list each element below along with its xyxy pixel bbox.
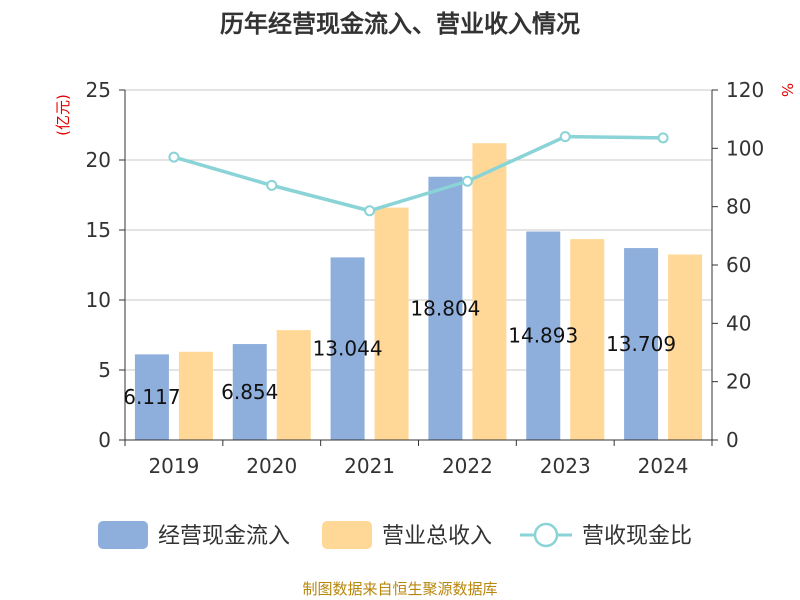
x-tick-label: 2024 — [638, 454, 689, 478]
ratio-point — [461, 175, 473, 187]
legend-label: 营收现金比 — [582, 524, 692, 549]
bar-cash-inflow — [526, 231, 561, 440]
bar-cash-inflow — [134, 354, 169, 440]
ratio-line — [173, 134, 664, 213]
y-right-tick-label: 20 — [726, 370, 751, 394]
y-left-tick-label: 25 — [86, 78, 111, 102]
legend-label: 经营现金流入 — [158, 524, 290, 549]
ratio-point — [364, 205, 376, 217]
y-left-tick-label: 15 — [86, 218, 111, 242]
x-tick-label: 2023 — [540, 454, 591, 478]
x-tick-label: 2022 — [442, 454, 493, 478]
ratio-point — [657, 132, 669, 144]
chart-title: 历年经营现金流入、营业收入情况 — [220, 10, 580, 38]
x-tick-label: 2021 — [344, 454, 395, 478]
y-right-tick-label: 60 — [726, 253, 751, 277]
bar-revenue — [570, 239, 605, 440]
legend-swatch — [322, 521, 372, 549]
data-label: 13.709 — [606, 332, 676, 356]
y-right-tick-label: 0 — [726, 428, 739, 452]
bar-revenue — [668, 254, 703, 440]
bar-cash-inflow — [232, 344, 267, 440]
y-left-unit-label: (亿元) — [54, 94, 72, 136]
y-right-tick-label: 100 — [726, 136, 764, 160]
bar-group — [134, 143, 703, 440]
data-labels: 6.117 6.854 13.044 18.804 14.893 13.709 — [123, 296, 676, 409]
y-right-tick-label: 120 — [726, 78, 764, 102]
legend-label: 营业总收入 — [382, 524, 492, 549]
source-note: 制图数据来自恒生聚源数据库 — [302, 580, 497, 598]
axes: 0 5 10 15 20 25 0 20 40 60 80 100 120 2019 2020 2021 202… — [86, 78, 765, 478]
data-label: 6.854 — [221, 380, 278, 404]
ratio-point — [559, 131, 571, 143]
gridlines — [125, 89, 712, 371]
ratio-point — [168, 151, 180, 163]
data-label: 6.117 — [123, 385, 180, 409]
legend-swatch — [98, 521, 148, 549]
bar-revenue — [276, 330, 311, 440]
bar-revenue — [374, 207, 409, 440]
data-label: 18.804 — [410, 296, 480, 320]
bar-revenue — [178, 351, 213, 440]
y-right-unit-label: % — [778, 83, 796, 97]
y-left-tick-label: 10 — [86, 288, 111, 312]
data-label: 13.044 — [313, 337, 383, 361]
bar-cash-inflow — [428, 176, 463, 440]
legend: 经营现金流入 营业总收入 营收现金比 — [98, 521, 692, 549]
legend-marker — [533, 522, 559, 548]
ratio-point — [266, 179, 278, 191]
y-right-tick-label: 40 — [726, 311, 751, 335]
bar-cash-inflow — [624, 248, 659, 440]
x-tick-label: 2019 — [148, 454, 199, 478]
data-label: 14.893 — [508, 324, 578, 348]
line-series — [168, 131, 669, 217]
y-left-tick-label: 20 — [86, 148, 111, 172]
y-right-tick-label: 80 — [726, 195, 751, 219]
bar-revenue — [472, 143, 507, 440]
y-left-tick-label: 5 — [98, 358, 111, 382]
bar-cash-inflow — [330, 257, 365, 440]
x-tick-label: 2020 — [246, 454, 297, 478]
y-left-tick-label: 0 — [98, 428, 111, 452]
